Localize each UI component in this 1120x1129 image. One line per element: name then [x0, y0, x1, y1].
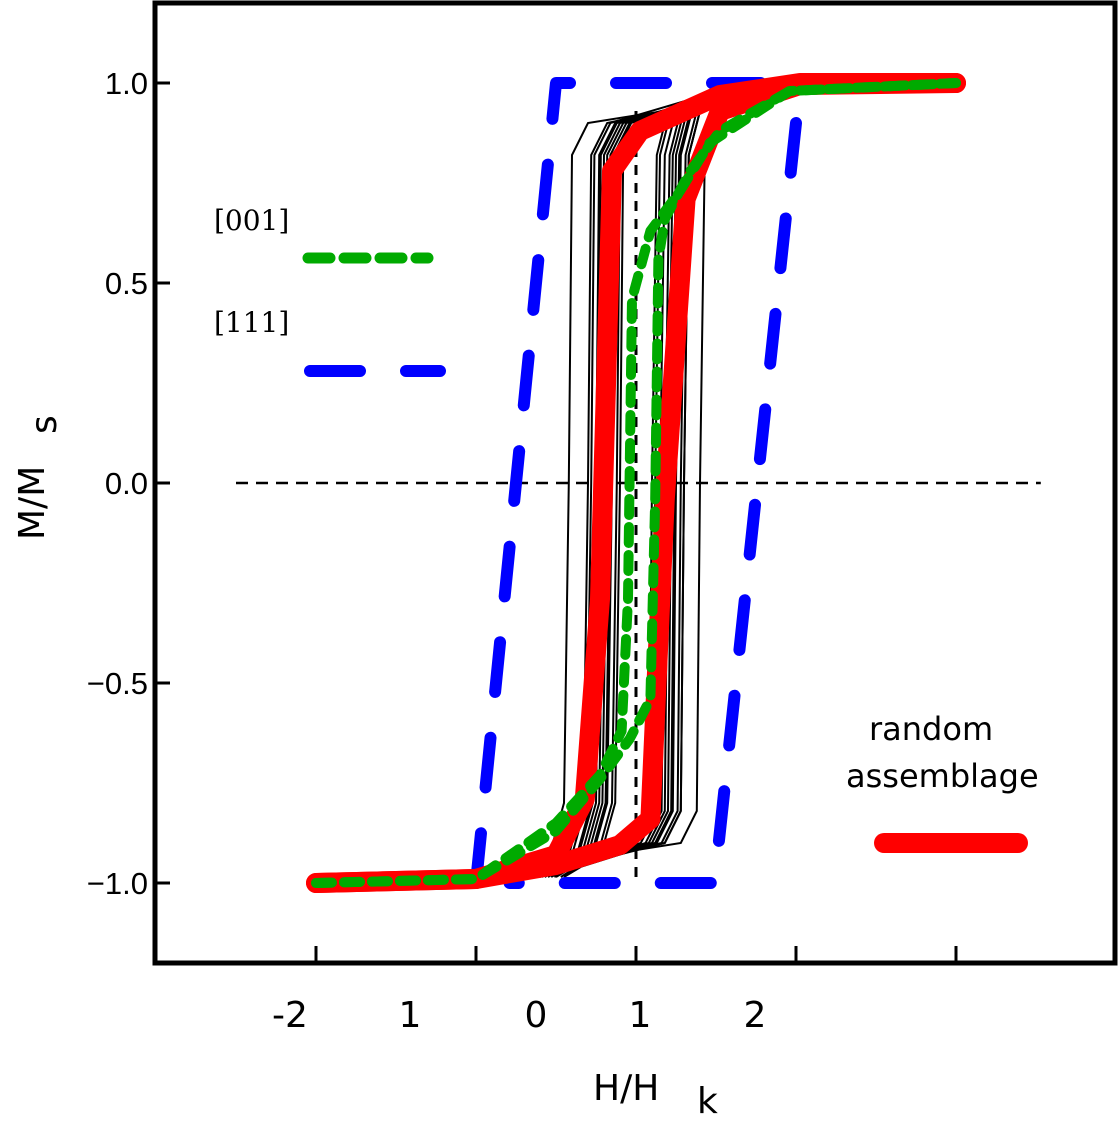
- x-tick-label: 0: [525, 995, 548, 1036]
- y-axis-label-subscript: s: [24, 415, 65, 434]
- series-random-assemblage-descending-branch: [306, 73, 966, 893]
- x-tick-label: 1: [629, 995, 652, 1036]
- x-axis-label: H/H: [593, 1068, 659, 1109]
- x-tick-label: 2: [744, 995, 767, 1036]
- series-111-ascending-branch: [470, 77, 767, 889]
- y-tick-label: −1.0: [87, 866, 148, 901]
- x-tick-label: 1: [399, 995, 422, 1036]
- series-111-descending-branch: [503, 117, 802, 889]
- y-tick-label: 0.5: [105, 266, 148, 301]
- y-tick-label: −0.5: [87, 666, 148, 701]
- legend-label-random-line2: assemblage: [846, 757, 1039, 795]
- legend-label-111: [111]: [214, 306, 289, 339]
- y-axis-label: M/M: [12, 466, 53, 540]
- y-tick-label: 0.0: [105, 466, 148, 501]
- legend-label-001: [001]: [214, 204, 289, 237]
- legend-label-random-line1: random: [869, 710, 993, 748]
- y-tick-label: 1.0: [105, 66, 148, 101]
- series-001-ascending-branch: [311, 78, 961, 888]
- series-001-descending-branch: [311, 78, 961, 888]
- series-group: [306, 73, 966, 893]
- x-axis-label-subscript: k: [697, 1081, 718, 1122]
- axis-ticks: [155, 81, 958, 963]
- x-tick-label: -2: [272, 995, 308, 1036]
